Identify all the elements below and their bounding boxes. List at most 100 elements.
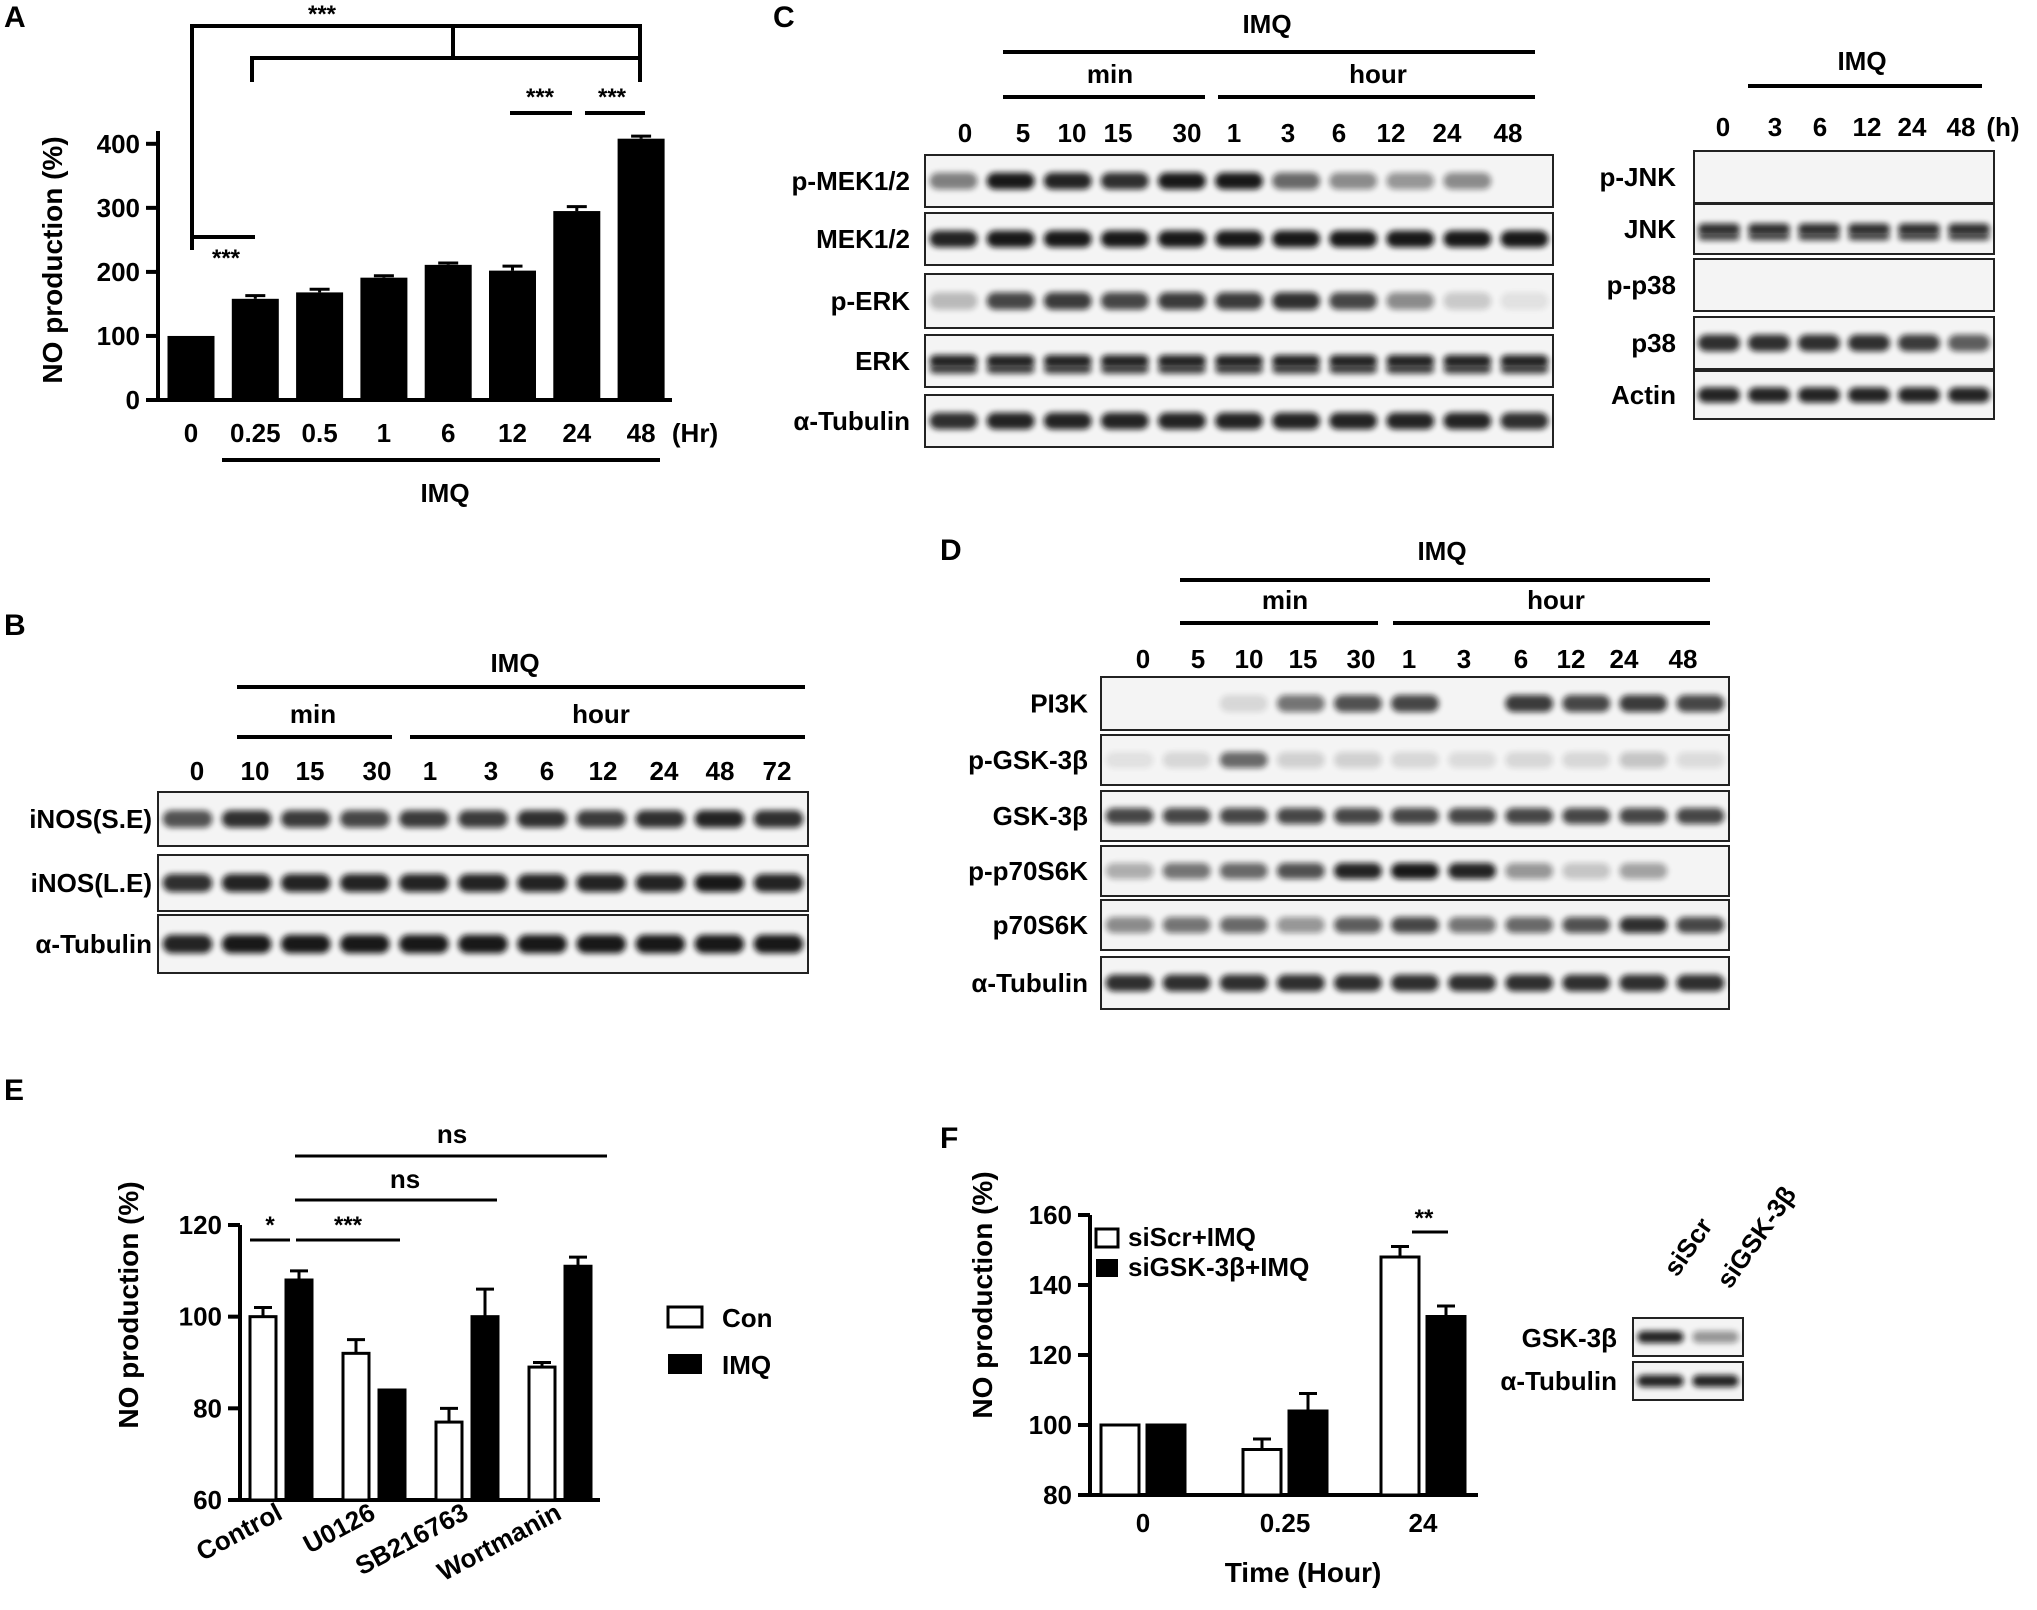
- panel-d-lane-7: 6: [1514, 644, 1528, 674]
- panel-a-ytick-label-3: 300: [97, 193, 140, 223]
- panel-d-blot-1-band-6: [1448, 752, 1497, 768]
- panel-e-bar-s1-3: [563, 1264, 593, 1502]
- panel-f-bar-s1-1: [1287, 1409, 1329, 1497]
- panel-c-blot-2-band-3: [1100, 292, 1149, 310]
- panel-c-right-blot-0-frame: [1693, 150, 1995, 204]
- panel-d-blot-2-band-8: [1562, 808, 1611, 824]
- panel-f-ytick-label-2: 120: [1029, 1340, 1072, 1370]
- panel-c-blot-2-band-0: [929, 292, 978, 310]
- panel-f-blot-1-band-1: [1692, 1375, 1739, 1387]
- panel-c-right-row-label-3: p38: [1631, 328, 1676, 358]
- panel-c-blot-1-band-0: [929, 230, 978, 248]
- panel-d-blot-4-band-9: [1619, 917, 1668, 933]
- panel-b-lane-0: 0: [190, 756, 204, 786]
- panel-c-min: min: [1087, 59, 1133, 89]
- panel-b-lane-labels: 0 10 15 30 1 3 6 12 24 48 72 iNOS(S.E) iNOS(L.E) α-Tu…: [29, 756, 791, 959]
- panel-d-blot-3-band-5: [1391, 863, 1439, 879]
- panel-d-blot-0-band-7: [1505, 695, 1554, 712]
- panel-d-blot-5-band-5: [1391, 974, 1439, 992]
- panel-c-blot-2-band-9: [1443, 292, 1492, 310]
- panel-f-blot-1-band-0: [1637, 1375, 1684, 1387]
- panel-a-bars: [167, 134, 665, 400]
- panel-c-blot-2-band-8: [1386, 292, 1435, 310]
- panel-c-right-blot-4-band-3: [1848, 387, 1890, 403]
- legend-label-sigsk: siGSK-3β+IMQ: [1128, 1252, 1309, 1282]
- panel-a-sig-4: ***: [598, 84, 627, 111]
- panel-b-blot-0-band-5: [458, 810, 508, 828]
- panel-c-right-row-label-0: p-JNK: [1599, 162, 1676, 192]
- panel-c-lane-4: 30: [1173, 118, 1202, 148]
- panel-a-sig-2: ***: [212, 245, 241, 272]
- panel-b-blot-0-band-1: [221, 810, 272, 828]
- panel-b-blot-1-band-2: [280, 874, 331, 892]
- panel-c-right-blot-3-band-1: [1748, 334, 1790, 352]
- panel-c-blot-2-band-1: [986, 292, 1035, 310]
- panel-f-ytick-label-3: 140: [1029, 1270, 1072, 1300]
- panel-d-blot-4-band-6: [1448, 917, 1497, 933]
- panel-a-xtick-label-2: 0.5: [302, 418, 338, 448]
- panel-c-right-lane-2: 6: [1813, 112, 1827, 142]
- panel-b-blot-2-band-6: [517, 934, 567, 954]
- panel-c-right-unit: (h): [1986, 112, 2019, 142]
- panel-c-blot-1-band-6: [1272, 230, 1321, 248]
- panel-c-blot-0-band-0: [929, 172, 978, 190]
- panel-d-blot-5-band-8: [1562, 974, 1611, 992]
- panel-d-blots: [1100, 676, 1730, 1010]
- panel-b-blot-2-band-8: [635, 934, 686, 954]
- panel-c-blot-3-band-6: [1272, 355, 1321, 367]
- panel-b-lane-9: 48: [706, 756, 735, 786]
- panel-d-blot-4-band-2: [1219, 917, 1268, 933]
- panel-c-blot-3-band-7: [1329, 355, 1378, 367]
- panel-b-blot-1-band-7: [576, 874, 626, 892]
- panel-d-blot-5-band-6: [1448, 974, 1497, 992]
- panel-c-blot-1-band-8: [1386, 230, 1435, 248]
- panel-a-sig-3: ***: [526, 84, 555, 111]
- panel-d-blot-4-band-0: [1105, 917, 1154, 933]
- panel-c-right-row-label-4: Actin: [1611, 380, 1676, 410]
- panel-c-right-blot-1-band-5: [1948, 223, 1990, 235]
- panel-d-blot-4-band-4: [1333, 917, 1382, 933]
- panel-d-lane-2: 10: [1235, 644, 1264, 674]
- panel-d-blot-3-band-1: [1162, 863, 1211, 879]
- panel-d-blot-1-band-4: [1333, 752, 1382, 768]
- panel-c-right-blot-1-band2-0: [1698, 232, 1740, 241]
- panel-d-blot-1-band-7: [1505, 752, 1554, 768]
- panel-e-ylabel: NO production (%): [113, 1181, 144, 1428]
- legend-swatch-siscr: [1094, 1227, 1120, 1249]
- panel-d-blot-3-band-8: [1562, 863, 1611, 879]
- panel-a-xtick-label-6: 24: [562, 418, 591, 448]
- panel-e-sig-1: ns: [437, 1119, 467, 1149]
- panel-c-blot-3-band2-6: [1272, 365, 1321, 374]
- panel-c-right-blot-1-band2-4: [1898, 232, 1940, 241]
- panel-c-blot-3-band-0: [929, 355, 978, 367]
- panel-f-blot-row-label-0: GSK-3β: [1522, 1323, 1617, 1353]
- panel-d-blot-1-band-5: [1391, 752, 1439, 768]
- panel-c-right-blot-1-band2-5: [1948, 232, 1990, 241]
- panel-a-ytick-label-0: 0: [126, 385, 140, 415]
- panel-a-group-label: IMQ: [420, 478, 469, 508]
- legend-swatch-con: [666, 1305, 704, 1329]
- panel-c-blot-4-band-5: [1215, 412, 1263, 430]
- panel-c-blot-2-band-10: [1500, 292, 1549, 310]
- panel-c-right-blot-3-frame: [1693, 316, 1995, 370]
- panel-c-blot-0-band-2: [1043, 172, 1092, 190]
- panel-c-right-blot-4-band-4: [1898, 387, 1940, 403]
- panel-c-row-label-0: p-MEK1/2: [792, 166, 910, 196]
- panel-c-blot-4-band-1: [986, 412, 1035, 430]
- panel-c-blot-4-band-10: [1500, 412, 1549, 430]
- panel-c-hour: hour: [1349, 59, 1407, 89]
- panel-c-blot-0-band-6: [1272, 172, 1321, 190]
- panel-f-blot-0-band-1: [1692, 1331, 1739, 1343]
- panel-d-blot-2-band-4: [1333, 808, 1382, 824]
- panel-c-blot-4-band-7: [1329, 412, 1378, 430]
- panel-f-blot-row-label-1: α-Tubulin: [1500, 1366, 1617, 1396]
- panel-c-right-lane-5: 48: [1947, 112, 1976, 142]
- panel-d-row-label-5: α-Tubulin: [971, 968, 1088, 998]
- panel-b-blot-1-band-4: [399, 874, 449, 892]
- panel-d-blot-5-band-7: [1505, 974, 1554, 992]
- panel-f-bar-s1-2: [1425, 1315, 1467, 1497]
- panel-d-blot-5-band-9: [1619, 974, 1668, 992]
- panel-c-blot-2-band-4: [1157, 292, 1206, 310]
- panel-e-bar-s1-1: [377, 1388, 407, 1502]
